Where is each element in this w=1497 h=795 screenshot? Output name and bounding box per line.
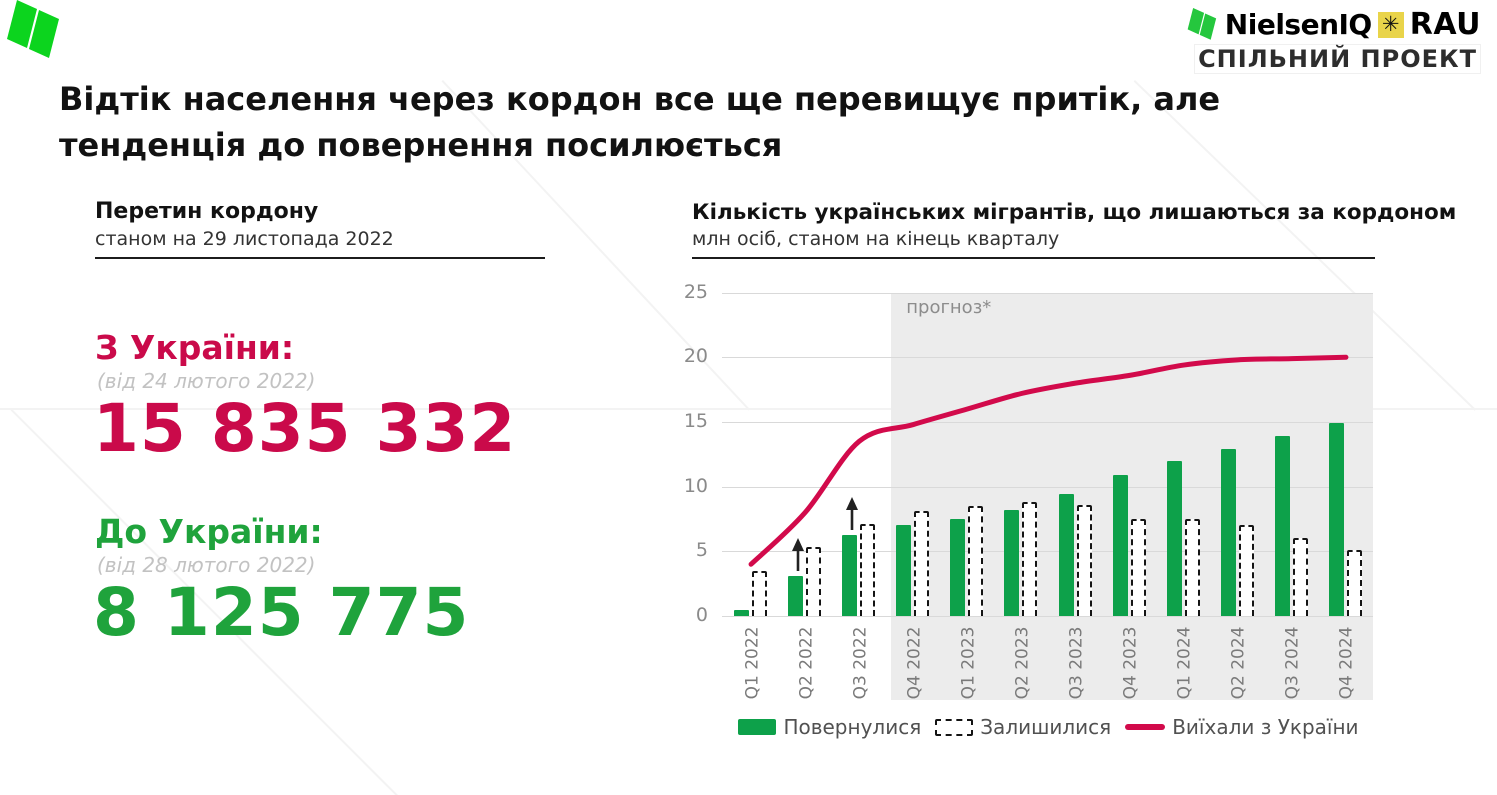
outflow-label: З України: [95,328,295,367]
header-brand-block: NielsenIQ ✳ RAU СПІЛЬНИЙ ПРОЕКТ [1187,7,1481,74]
returned-bar [896,525,912,616]
inflow-value: 8 125 775 [93,574,470,651]
gridline [722,486,1373,488]
inflow-note: (від 28 лютого 2022) [97,553,316,577]
remained-bar [1022,502,1038,616]
remained-bar [806,547,822,616]
remained-bar [1130,518,1146,616]
remained-bar [1238,525,1254,616]
y-axis-tick-label: 0 [695,604,708,626]
legend-label: Повернулися [783,715,922,739]
outflow-value: 15 835 332 [93,390,517,467]
brand-rau: RAU [1409,7,1481,42]
border-stats-asof: станом на 29 листопада 2022 [95,228,394,250]
gridline [722,357,1373,359]
returned-bar [842,534,858,616]
legend-swatch-solid-crimson-icon [1125,724,1166,730]
page-title-line1: Відтік населення через кордон все ще пер… [59,80,1221,118]
legend-swatch-dashed-outline-icon [935,718,974,736]
remained-bar [1346,550,1362,616]
growth-arrow-icon [845,496,859,535]
returned-bar [950,518,966,616]
remained-bar [860,524,876,616]
returned-bar [1328,423,1344,616]
legend-item: Залишилися [935,715,1111,739]
returned-bar [1058,494,1074,616]
border-stats-heading: Перетин кордону [95,199,319,224]
returned-bar [1166,460,1182,616]
remained-bar [1292,538,1308,616]
chart-unit-note: млн осіб, станом на кінець кварталу [692,228,1060,250]
gridline [722,551,1373,553]
remained-bar [968,506,984,616]
legend-label: Залишилися [980,715,1112,739]
nielseniq-logo-icon [1187,7,1216,40]
gridline [722,292,1373,294]
brand-nielseniq: NielsenIQ [1224,8,1372,41]
legend-label: Виїхали з України [1172,715,1359,739]
departed-line [748,354,1349,567]
legend-item: Виїхали з України [1125,715,1359,739]
joint-project-label: СПІЛЬНИЙ ПРОЕКТ [1194,44,1481,74]
gridline [722,616,1373,617]
remained-bar [752,570,768,616]
returned-bar [1274,436,1290,616]
page-title: Відтік населення через кордон все ще пер… [59,76,1220,168]
y-axis-tick-label: 10 [683,474,708,497]
gridline [722,421,1373,423]
growth-arrow-icon [791,537,805,576]
returned-bar [788,575,804,616]
returned-bar [1220,449,1236,616]
inflow-label: До України: [95,512,323,551]
y-axis-tick-label: 15 [683,409,708,432]
legend-swatch-solid-green-icon [738,719,777,735]
returned-bar [734,609,750,616]
chart-heading: Кількість українських мігрантів, що лиша… [692,200,1457,225]
remained-bar [1076,504,1092,616]
forecast-label: прогноз* [906,296,992,318]
rau-asterisk-icon: ✳ [1377,11,1404,38]
y-axis-tick-label: 20 [683,345,708,368]
outflow-note: (від 24 лютого 2022) [97,369,316,393]
nielseniq-corner-logo-icon [7,0,59,58]
remained-bar [914,511,930,616]
brand-row: NielsenIQ ✳ RAU [1187,7,1481,42]
returned-bar [1112,474,1128,616]
chart-legend: Повернулися Залишилися Виїхали з України [724,715,1373,739]
left-divider [95,257,545,259]
returned-bar [1004,509,1020,616]
y-axis-tick-label: 25 [683,280,708,303]
chart-divider [692,257,1375,259]
y-axis-tick-label: 5 [695,539,708,562]
remained-bar [1184,518,1200,616]
legend-item: Повернулися [738,715,921,739]
migrants-chart: прогноз* 0 5 10 15 20 25 Q1 2022 Q2 2022 Q3 2022 Q… [684,281,1444,755]
page-title-line2: тенденція до повернення посилюється [59,126,783,164]
